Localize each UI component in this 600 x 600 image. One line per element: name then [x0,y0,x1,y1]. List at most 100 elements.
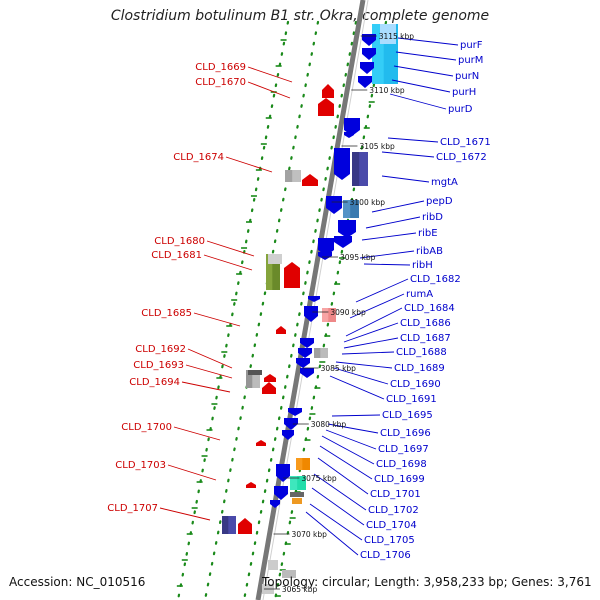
gene-arrow-reverse[interactable] [334,148,350,180]
gene-arrow-reverse[interactable] [284,418,298,430]
gene-block[interactable] [343,200,359,218]
svg-text:CLD_1706: CLD_1706 [360,550,411,561]
left-gene-label[interactable]: CLD_1694 [129,377,180,388]
gene-block[interactable] [380,24,396,44]
gene-arrow-forward[interactable] [264,374,276,382]
gene-arrow-reverse[interactable] [276,464,290,482]
gene-arrow-forward[interactable] [246,482,256,488]
right-gene-label[interactable]: pepD [426,196,453,207]
left-gene-label[interactable]: CLD_1680 [154,236,205,247]
gene-arrow-reverse[interactable] [288,408,302,416]
gene-arrow-reverse[interactable] [344,132,354,138]
gene-arrow-reverse[interactable] [338,220,356,238]
gene-arrow-reverse[interactable] [334,236,352,248]
gene-arrow-reverse[interactable] [318,252,332,260]
gene-block[interactable] [268,254,282,264]
right-gene-label[interactable]: CLD_1706 [360,550,411,561]
right-gene-label[interactable]: CLD_1697 [378,444,429,455]
gene-arrow-forward[interactable] [302,174,318,186]
right-gene-label[interactable]: ribAB [416,246,443,257]
gene-arrow-reverse[interactable] [318,238,334,256]
gene-block[interactable] [268,560,278,570]
gene-arrow-reverse[interactable] [326,196,342,214]
label-connectors [159,35,459,590]
right-gene-label[interactable]: CLD_1672 [436,152,487,163]
right-gene-label[interactable]: CLD_1689 [394,363,445,374]
gene-arrow-reverse[interactable] [298,348,312,358]
left-gene-label[interactable]: CLD_1700 [121,422,172,433]
right-gene-label[interactable]: CLD_1671 [440,137,491,148]
gene-arrow-reverse[interactable] [304,306,318,322]
right-gene-label[interactable]: ribH [412,260,433,271]
gene-arrow-forward[interactable] [238,518,252,534]
left-gene-label[interactable]: CLD_1685 [141,308,192,319]
kbp-label: 3115 kbp [379,32,415,41]
right-gene-label[interactable]: purM [458,55,483,66]
left-gene-label[interactable]: CLD_1670 [195,77,246,88]
gene-block[interactable] [282,570,296,578]
right-gene-label[interactable]: purF [460,40,483,51]
gene-arrow-reverse[interactable] [296,358,310,368]
gene-block[interactable] [248,370,262,375]
gene-arrow-reverse[interactable] [270,500,280,508]
gene-arrow-forward[interactable] [256,440,266,446]
gene-arrow-reverse[interactable] [274,486,288,500]
right-gene-label[interactable]: purN [455,71,479,82]
gene-arrow-reverse[interactable] [358,76,372,88]
gene-block[interactable] [296,458,310,470]
right-gene-label[interactable]: ribD [422,212,443,223]
gene-arrow-reverse[interactable] [282,430,294,440]
right-gene-label[interactable]: CLD_1704 [366,520,417,531]
gene-arrow-reverse[interactable] [362,48,376,60]
gene-arrow-reverse[interactable] [300,368,314,378]
left-gene-label[interactable]: CLD_1693 [133,360,184,371]
right-gene-label[interactable]: CLD_1690 [390,379,441,390]
gene-arrow-reverse[interactable] [360,62,374,74]
right-gene-label[interactable]: rumA [406,289,433,300]
right-gene-label[interactable]: purH [452,87,476,98]
gene-arrow-reverse[interactable] [300,338,314,348]
svg-text:purD: purD [448,104,473,115]
kbp-label: 3100 kbp [350,198,386,207]
right-gene-label[interactable]: CLD_1688 [396,347,447,358]
right-gene-label[interactable]: CLD_1695 [382,410,433,421]
gene-arrow-forward[interactable] [318,98,334,116]
left-gene-label[interactable]: CLD_1674 [173,152,224,163]
svg-text:CLD_1694: CLD_1694 [129,377,180,388]
right-gene-label[interactable]: CLD_1691 [386,394,437,405]
gene-block[interactable] [290,476,306,490]
gene-block[interactable] [292,498,302,504]
right-gene-label[interactable]: mgtA [431,177,458,188]
gene-arrow-reverse[interactable] [344,118,360,136]
gene-arrow-forward[interactable] [262,382,276,394]
left-gene-label[interactable]: CLD_1692 [135,344,186,355]
right-gene-label[interactable]: CLD_1701 [370,489,421,500]
right-gene-label[interactable]: CLD_1705 [364,535,415,546]
gene-block[interactable] [290,492,304,497]
gene-block[interactable] [285,170,301,182]
right-gene-label[interactable]: CLD_1687 [400,333,451,344]
left-gene-label[interactable]: CLD_1669 [195,62,246,73]
right-gene-label[interactable]: purD [448,104,473,115]
gene-arrow-forward[interactable] [276,326,286,334]
gene-block[interactable] [352,152,368,186]
left-gene-label[interactable]: CLD_1707 [107,503,158,514]
gene-arrow-forward[interactable] [322,84,334,98]
right-gene-label[interactable]: ribE [418,228,438,239]
right-gene-label[interactable]: CLD_1696 [380,428,431,439]
right-gene-label[interactable]: CLD_1684 [404,303,455,314]
left-gene-label[interactable]: CLD_1681 [151,250,202,261]
right-gene-label[interactable]: CLD_1698 [376,459,427,470]
right-gene-label[interactable]: CLD_1686 [400,318,451,329]
svg-text:CLD_1698: CLD_1698 [376,459,427,470]
gene-arrow-reverse[interactable] [362,34,376,46]
right-gene-label[interactable]: CLD_1682 [410,274,461,285]
gene-block[interactable] [314,348,328,358]
gene-block[interactable] [222,516,236,534]
gene-arrow-forward[interactable] [284,262,300,288]
gene-arrow-reverse[interactable] [308,296,320,302]
right-gene-label[interactable]: CLD_1699 [374,474,425,485]
gene-block[interactable] [322,308,336,322]
right-gene-label[interactable]: CLD_1702 [368,505,419,516]
left-gene-label[interactable]: CLD_1703 [115,460,166,471]
